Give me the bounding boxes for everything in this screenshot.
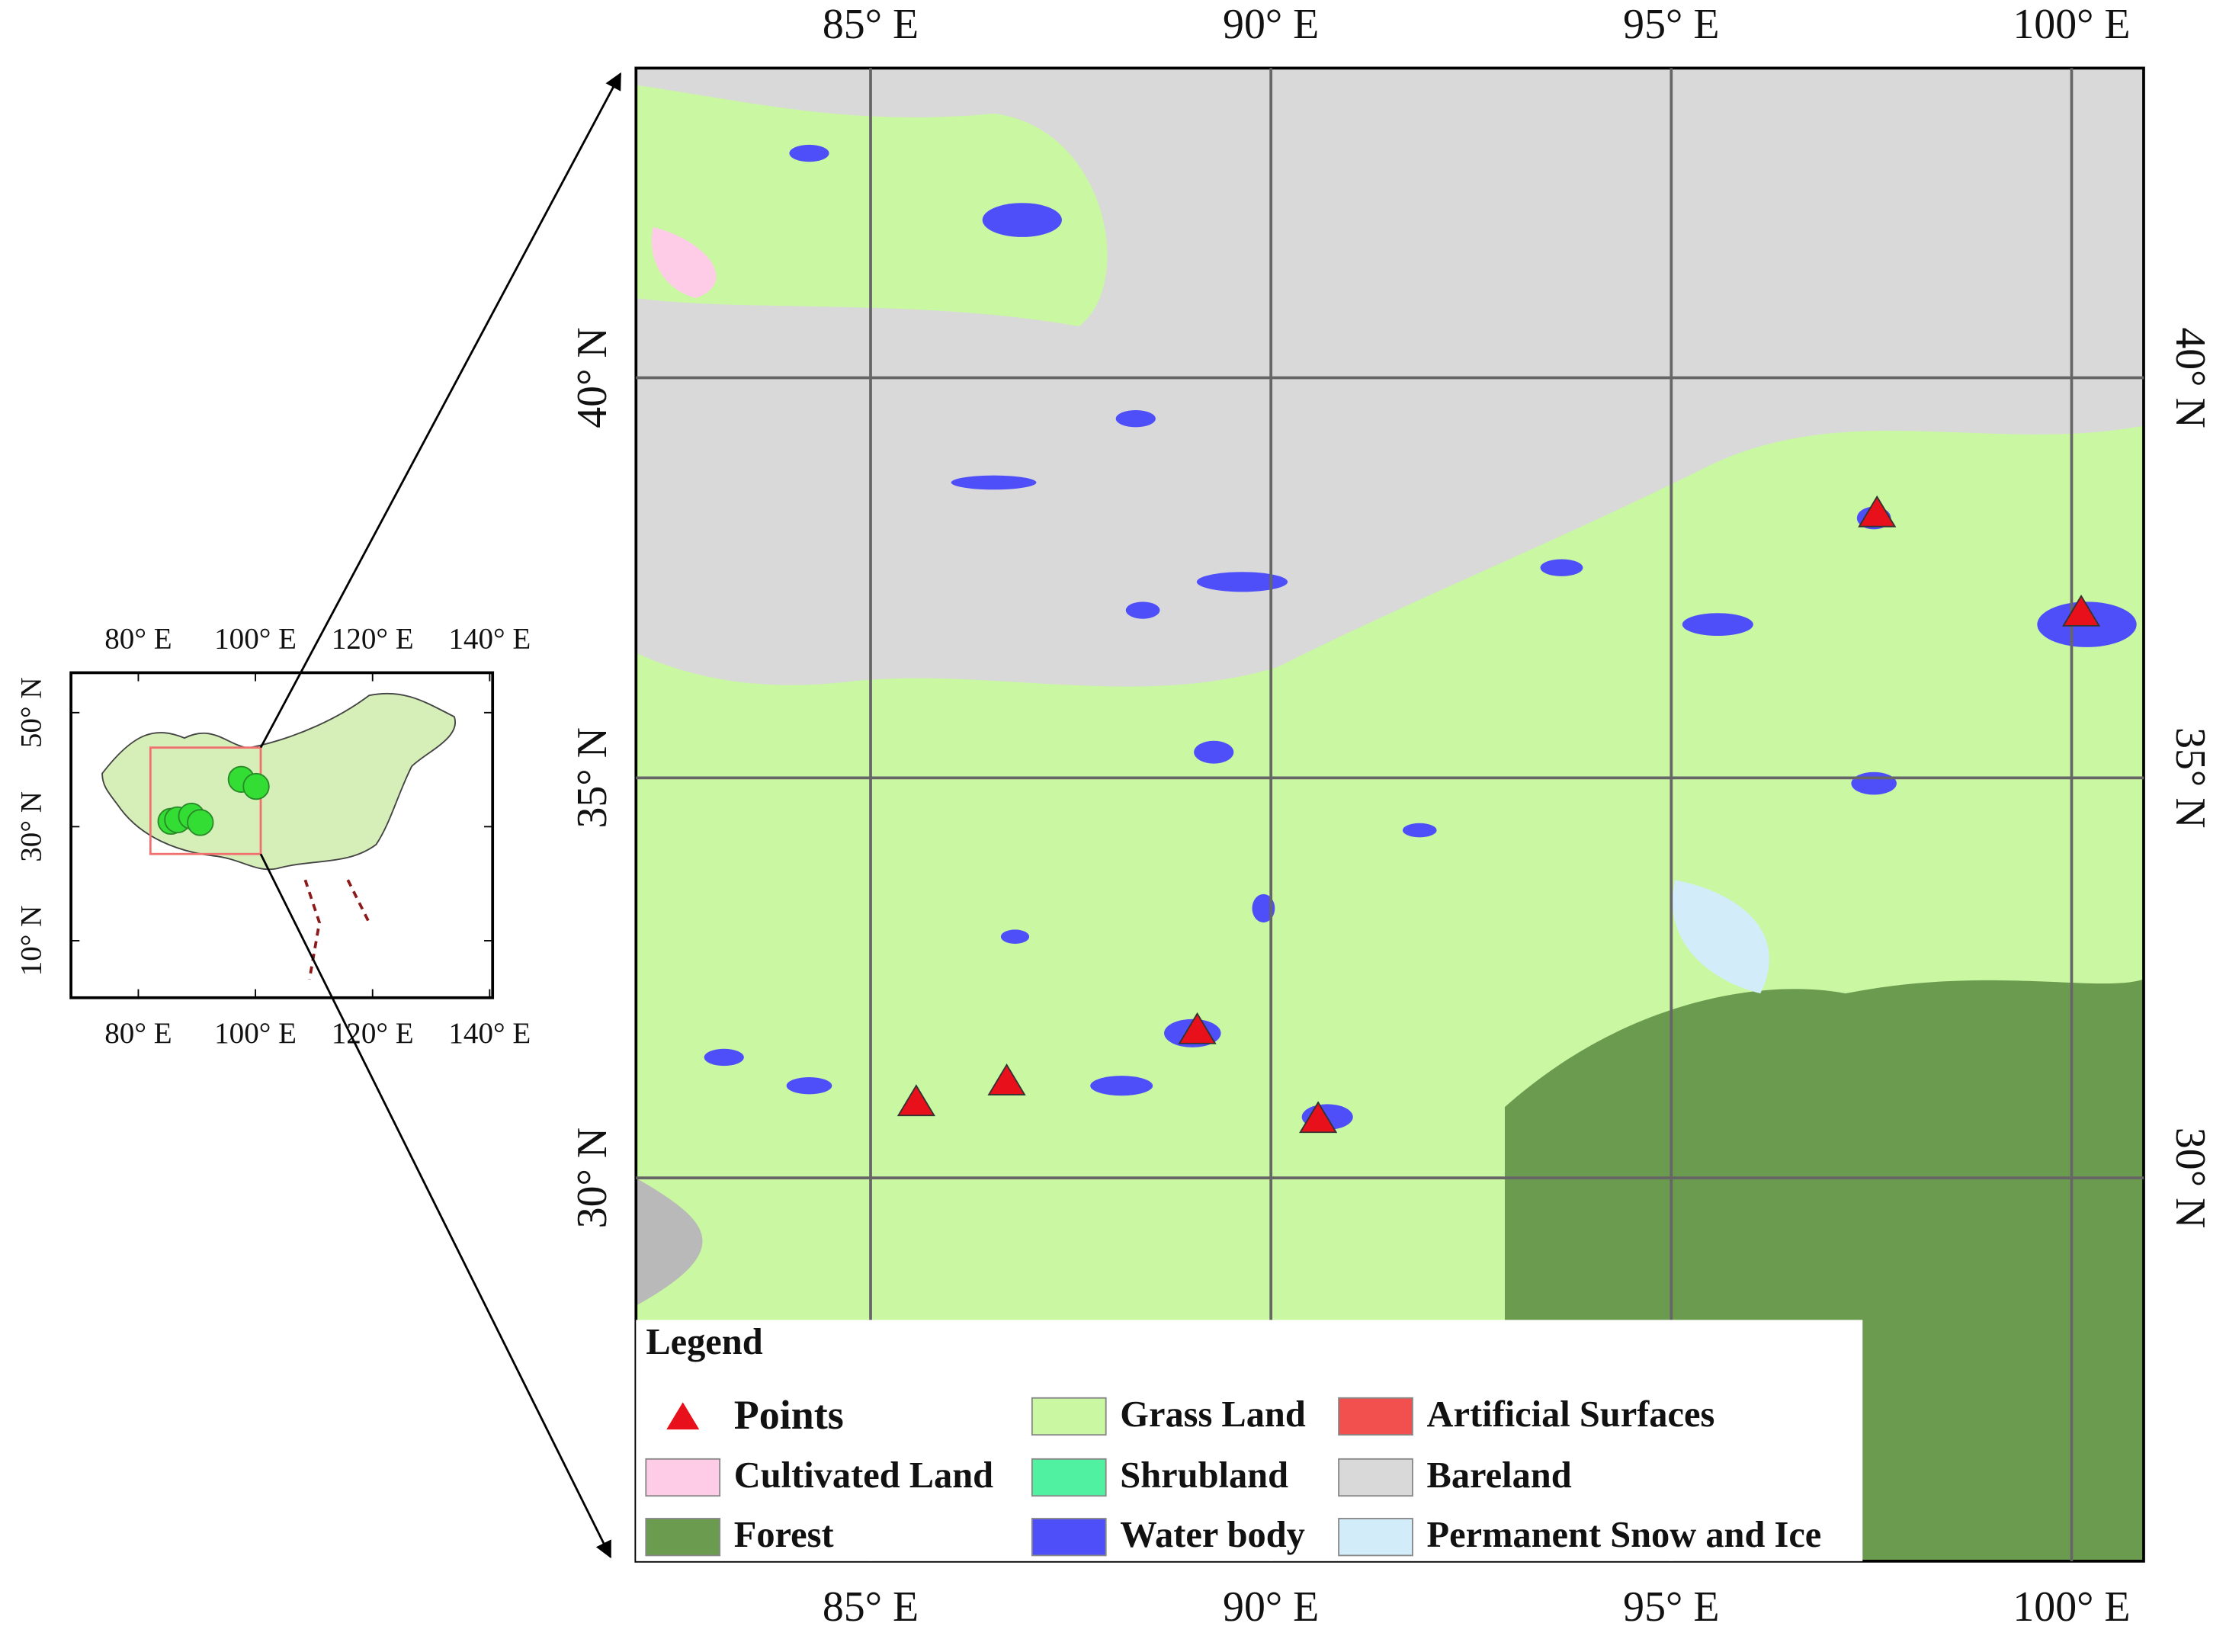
y-tick-label: 30° N (569, 1128, 616, 1228)
y-tick-label: 30° N (2167, 1128, 2214, 1228)
legend-swatch (1031, 1458, 1107, 1497)
legend-swatch (645, 1518, 721, 1557)
site-point (1299, 1101, 1338, 1134)
legend-label: Shrubland (1120, 1455, 1288, 1496)
x-tick-label: 100° E (2013, 1, 2130, 48)
x-tick-label: 140° E (448, 1017, 531, 1050)
y-tick-label: 35° N (2167, 727, 2214, 828)
x-tick-label: 90° E (1223, 1, 1319, 48)
legend-label: Water body (1120, 1515, 1305, 1555)
y-tick-label: 50° N (15, 677, 48, 748)
legend-swatch (1338, 1518, 1413, 1557)
legend-swatch (645, 1458, 721, 1497)
legend-label: Artificial Surfaces (1427, 1394, 1715, 1435)
x-tick-label: 95° E (1623, 1, 1719, 48)
legend-swatch (1338, 1397, 1413, 1436)
legend-swatch (1338, 1458, 1413, 1497)
legend-label: Cultivated Land (734, 1455, 993, 1496)
site-point (2061, 594, 2101, 627)
legend-swatch (666, 1402, 700, 1430)
zoom-arrow (259, 72, 622, 749)
legend-box (636, 1320, 1863, 1561)
legend-label: Bareland (1427, 1455, 1572, 1496)
site-point (1858, 495, 1897, 528)
y-tick-label: 40° N (2167, 327, 2214, 428)
legend-swatch (1031, 1518, 1107, 1557)
x-tick-label: 80° E (104, 622, 172, 655)
legend-label: Points (734, 1392, 844, 1438)
x-tick-label: 95° E (1623, 1583, 1719, 1631)
study-area-box (149, 746, 262, 855)
x-tick-label: 100° E (2013, 1583, 2130, 1631)
legend-title: Legend (646, 1322, 762, 1362)
x-tick-label: 120° E (332, 622, 414, 655)
legend-swatch (1031, 1397, 1107, 1436)
y-tick-label: 40° N (569, 327, 616, 428)
y-tick-label: 30° N (15, 791, 48, 862)
site-point (987, 1063, 1026, 1095)
x-tick-label: 85° E (823, 1, 919, 48)
x-tick-label: 140° E (448, 622, 531, 655)
site-point (1178, 1012, 1217, 1044)
x-tick-label: 85° E (823, 1583, 919, 1631)
inset-site (242, 772, 270, 800)
inset-site (187, 809, 214, 836)
y-tick-label: 10° N (15, 906, 48, 977)
legend-label: Forest (734, 1515, 834, 1555)
zoom-arrow (259, 853, 612, 1559)
x-tick-label: 100° E (214, 1017, 297, 1050)
legend-label: Grass Land (1120, 1394, 1306, 1435)
legend-label: Permanent Snow and Ice (1427, 1515, 1822, 1555)
x-tick-label: 80° E (104, 1017, 172, 1050)
x-tick-label: 100° E (214, 622, 297, 655)
x-tick-label: 90° E (1223, 1583, 1319, 1631)
y-tick-label: 35° N (569, 727, 616, 828)
site-point (896, 1084, 935, 1117)
